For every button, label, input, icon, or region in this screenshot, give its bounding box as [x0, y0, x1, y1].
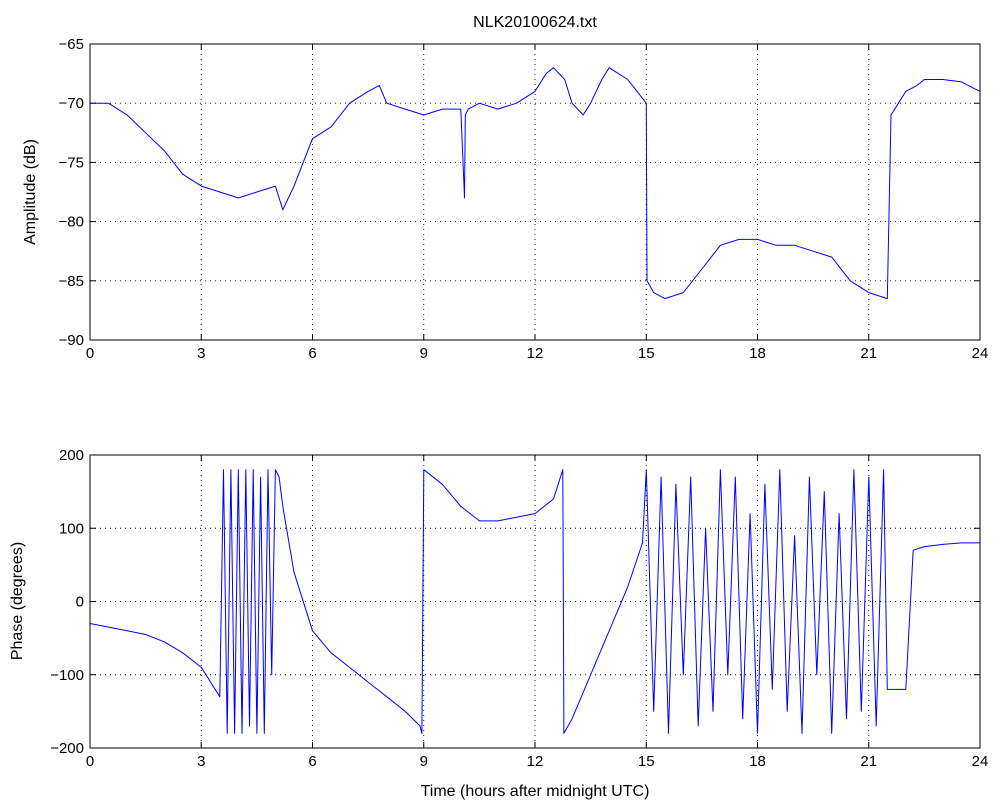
phase-x-tick-label: 21	[860, 753, 877, 770]
amplitude-series-line	[90, 67, 981, 300]
amplitude-x-tick-label: 0	[86, 345, 94, 362]
amplitude-x-tick-label: 3	[197, 345, 205, 362]
phase-axes-box	[89, 454, 981, 749]
amplitude-y-tick-label: −90	[59, 332, 84, 349]
phase-x-tick-label: 24	[972, 753, 989, 770]
phase-y-tick-label: 100	[59, 520, 84, 537]
phase-x-tick-label: 3	[197, 753, 205, 770]
amplitude-panel: 0 3 6 9 12 15 18 21 24 −90 −85 −80 −75 −70 −65 NLK2010…	[22, 14, 988, 362]
amplitude-plot-area	[89, 43, 981, 341]
phase-panel: 0 3 6 9 12 15 18 21 24 −200 −100 0 100 200 Phase (deg…	[9, 447, 988, 800]
phase-series	[89, 469, 980, 734]
phase-gridlines	[90, 455, 980, 748]
phase-x-tick-label: 6	[308, 753, 316, 770]
phase-x-tick-label: 0	[86, 753, 94, 770]
amplitude-axes-box	[89, 43, 981, 341]
phase-y-tick-label: −100	[50, 667, 84, 684]
chart-title: NLK20100624.txt	[473, 14, 597, 31]
amplitude-series	[90, 67, 981, 300]
amplitude-y-tick-label: −75	[59, 154, 84, 171]
amplitude-y-axis-label: Amplitude (dB)	[22, 139, 39, 245]
amplitude-x-tick-label: 18	[749, 345, 766, 362]
phase-x-tick-label: 12	[527, 753, 544, 770]
amplitude-x-tick-label: 24	[972, 345, 989, 362]
amplitude-x-tick-label: 9	[420, 345, 428, 362]
phase-x-tick-label: 9	[420, 753, 428, 770]
amplitude-ticks: 0 3 6 9 12 15 18 21 24 −90 −85 −80 −75 −70 −65	[59, 36, 989, 362]
phase-y-axis-label: Phase (degrees)	[9, 542, 26, 660]
amplitude-y-tick-label: −80	[59, 214, 84, 231]
amplitude-x-tick-label: 21	[860, 345, 877, 362]
amplitude-y-tick-label: −70	[59, 95, 84, 112]
amplitude-y-tick-label: −65	[59, 36, 84, 53]
amplitude-gridlines	[90, 44, 980, 340]
phase-y-tick-label: 200	[59, 447, 84, 464]
phase-x-tick-label: 15	[638, 753, 655, 770]
time-x-axis-label: Time (hours after midnight UTC)	[421, 783, 650, 800]
amplitude-x-tick-label: 12	[527, 345, 544, 362]
phase-y-tick-label: −200	[50, 740, 84, 757]
phase-ticks: 0 3 6 9 12 15 18 21 24 −200 −100 0 100 200	[50, 447, 988, 770]
phase-x-tick-label: 18	[749, 753, 766, 770]
amplitude-x-tick-label: 15	[638, 345, 655, 362]
phase-y-tick-label: 0	[76, 594, 84, 611]
amplitude-y-tick-label: −85	[59, 273, 84, 290]
phase-series-line	[89, 469, 980, 734]
amplitude-x-tick-label: 6	[308, 345, 316, 362]
